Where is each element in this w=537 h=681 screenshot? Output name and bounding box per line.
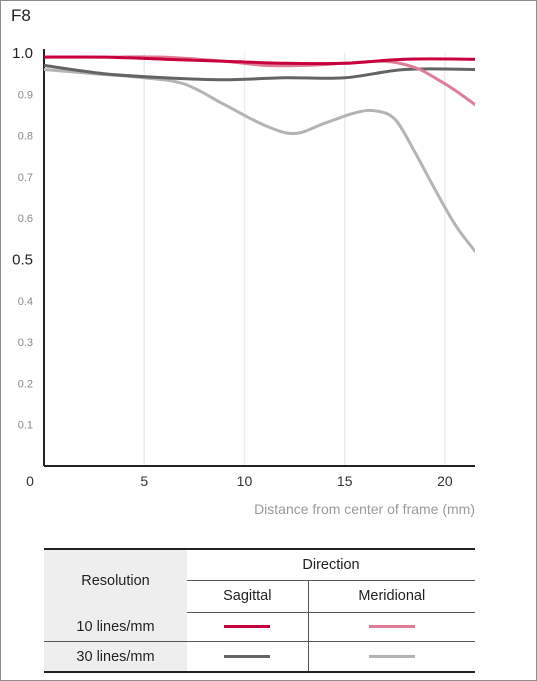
y-tick-label-0.4: 0.4: [18, 296, 33, 308]
swatch-10-meridional: [368, 625, 415, 629]
swatch-30-meridional: [368, 655, 415, 659]
row-label-30: 30 lines/mm: [44, 641, 187, 673]
x-tick-label-15: 15: [337, 473, 353, 489]
direction-header: Direction: [187, 548, 475, 582]
x-tick-label-20: 20: [437, 473, 453, 489]
x-axis-label: Distance from center of frame (mm): [254, 501, 475, 517]
y-tick-label-0.3: 0.3: [18, 337, 33, 349]
x-tick-label-0: 0: [26, 473, 34, 489]
row-label-10: 10 lines/mm: [44, 612, 187, 642]
series-line-0: [44, 55, 475, 66]
series-line-2: [44, 63, 475, 82]
y-tick-label-0.6: 0.6: [18, 213, 33, 225]
y-tick-label-0.7: 0.7: [18, 172, 33, 184]
y-tick-label-0.9: 0.9: [18, 89, 33, 101]
x-tick-label-10: 10: [237, 473, 253, 489]
x-tick-label-5: 5: [140, 473, 148, 489]
y-tick-label-0.5: 0.5: [12, 252, 33, 269]
y-tick-label-0.1: 0.1: [18, 420, 33, 432]
legend-table: Resolution Direction Sagittal Meridional…: [44, 548, 475, 673]
series-line-3: [44, 68, 475, 253]
legend-row-30: 30 lines/mm: [44, 641, 475, 673]
resolution-header: Resolution: [44, 548, 187, 612]
y-tick-label-0.2: 0.2: [18, 378, 33, 390]
legend-row-10: 10 lines/mm: [44, 612, 475, 642]
chart-title: F8: [11, 6, 31, 25]
swatch-30-sagittal: [224, 655, 271, 659]
y-tick-label-0.8: 0.8: [18, 131, 33, 143]
sagittal-header: Sagittal: [187, 580, 309, 613]
y-tick-label-1: 1.0: [12, 45, 33, 62]
meridional-header: Meridional: [308, 580, 475, 613]
swatch-10-sagittal: [224, 625, 271, 629]
